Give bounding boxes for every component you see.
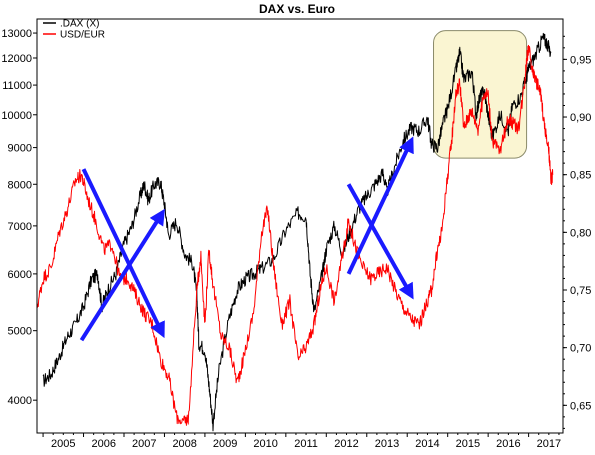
x-tick-label: 2015 [456, 438, 480, 450]
y-left-tick-label: 11000 [2, 80, 32, 92]
x-tick-label: 2012 [334, 438, 358, 450]
y-right-tick-label: 0,95 [570, 54, 591, 66]
series-line-dax [42, 32, 552, 432]
x-tick-label: 2005 [51, 438, 75, 450]
trend-arrow-1 [79, 208, 166, 342]
x-tick-label: 2014 [415, 438, 439, 450]
x-tick-label: 2008 [172, 438, 196, 450]
trend-arrow-2 [346, 183, 414, 300]
y-right-tick-label: 0,65 [570, 400, 591, 412]
x-tick-label: 2013 [375, 438, 399, 450]
x-tick-label: 2009 [213, 438, 237, 450]
y-right-tick-label: 0,75 [570, 285, 591, 297]
trend-arrow-0 [81, 168, 165, 339]
y-left-tick-label: 10000 [1, 110, 32, 122]
y-left-tick-label: 7000 [8, 221, 32, 233]
legend-label-0: .DAX (X) [60, 19, 99, 30]
y-right-tick-label: 0,80 [570, 227, 591, 239]
y-left-tick-label: 12000 [1, 53, 32, 65]
x-tick-label: 2017 [537, 438, 561, 450]
chart-title: DAX vs. Euro [259, 2, 335, 16]
y-left-tick-label: 5000 [8, 326, 32, 338]
x-tick-label: 2011 [294, 438, 318, 450]
y-left-tick-label: 9000 [8, 143, 32, 155]
y-left-tick-label: 4000 [8, 395, 32, 407]
y-right-tick-label: 0,70 [570, 343, 591, 355]
y-left-tick-label: 6000 [8, 269, 32, 281]
x-tick-label: 2006 [92, 438, 116, 450]
series-line-usd-eur [36, 44, 554, 426]
y-left-tick-label: 13000 [1, 28, 32, 40]
x-tick-label: 2010 [253, 438, 277, 450]
trend-arrow-3 [346, 136, 414, 275]
y-left-tick-label: 8000 [8, 179, 32, 191]
x-tick-label: 2007 [132, 438, 156, 450]
legend-label-1: USD/EUR [60, 30, 105, 41]
x-tick-label: 2016 [496, 438, 520, 450]
y-right-tick-label: 0,85 [570, 170, 591, 182]
y-right-tick-label: 0,90 [570, 112, 591, 124]
